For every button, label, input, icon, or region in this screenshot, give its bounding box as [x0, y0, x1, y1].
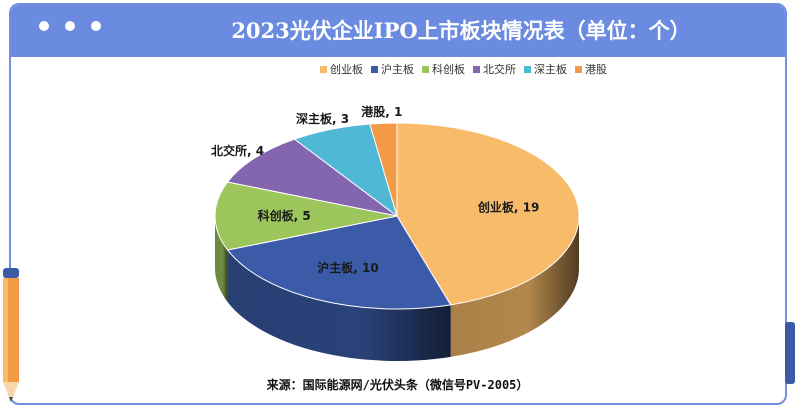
window-dot-icon	[65, 21, 75, 31]
pie-slice-科创板	[214, 181, 398, 251]
pie-slice-side-shading	[450, 216, 580, 357]
title-bar: 2023光伏企业IPO上市板块情况表（单位：个）	[11, 5, 785, 57]
source-note: 来源：国际能源网/光伏头条（微信号PV-2005）	[266, 378, 529, 392]
data-label: 科创板, 5	[258, 208, 311, 223]
legend-item: 科创板	[422, 62, 465, 76]
legend-item: 港股	[575, 62, 607, 76]
pencil-icon	[3, 268, 19, 402]
legend-item: 创业板	[320, 62, 363, 76]
legend-label: 科创板	[432, 63, 465, 76]
data-label: 港股, 1	[361, 104, 402, 119]
pie-slice-北交所	[226, 138, 398, 217]
data-label: 沪主板, 10	[317, 260, 378, 275]
pie-slice-side-shading	[215, 216, 228, 302]
pie-slice-创业板	[396, 122, 580, 306]
pie-slice-side-shading	[227, 249, 451, 361]
window-dot-icon	[91, 21, 101, 31]
data-label: 创业板, 19	[477, 199, 539, 214]
data-label: 深主板, 3	[296, 111, 349, 126]
window-dot-icon	[39, 21, 49, 31]
chart-legend: 创业板 沪主板 科创板 北交所 深主板 港股	[320, 62, 607, 76]
legend-item: 北交所	[473, 62, 516, 76]
legend-item: 深主板	[524, 62, 567, 76]
legend-swatch	[575, 65, 582, 73]
legend-label: 深主板	[534, 63, 567, 76]
legend-swatch	[422, 65, 429, 73]
legend-item: 沪主板	[371, 62, 414, 76]
legend-swatch	[320, 65, 327, 73]
pie-slice-港股	[369, 122, 398, 217]
legend-label: 创业板	[330, 63, 363, 76]
legend-swatch	[473, 65, 480, 73]
legend-swatch	[524, 65, 531, 73]
chart-title: 2023光伏企业IPO上市板块情况表（单位：个）	[231, 18, 691, 43]
data-label: 北交所, 4	[211, 143, 264, 158]
legend-label: 港股	[585, 63, 607, 76]
legend-label: 北交所	[483, 63, 516, 76]
clip-icon	[785, 322, 795, 384]
legend-swatch	[371, 65, 378, 73]
legend-label: 沪主板	[381, 63, 414, 76]
